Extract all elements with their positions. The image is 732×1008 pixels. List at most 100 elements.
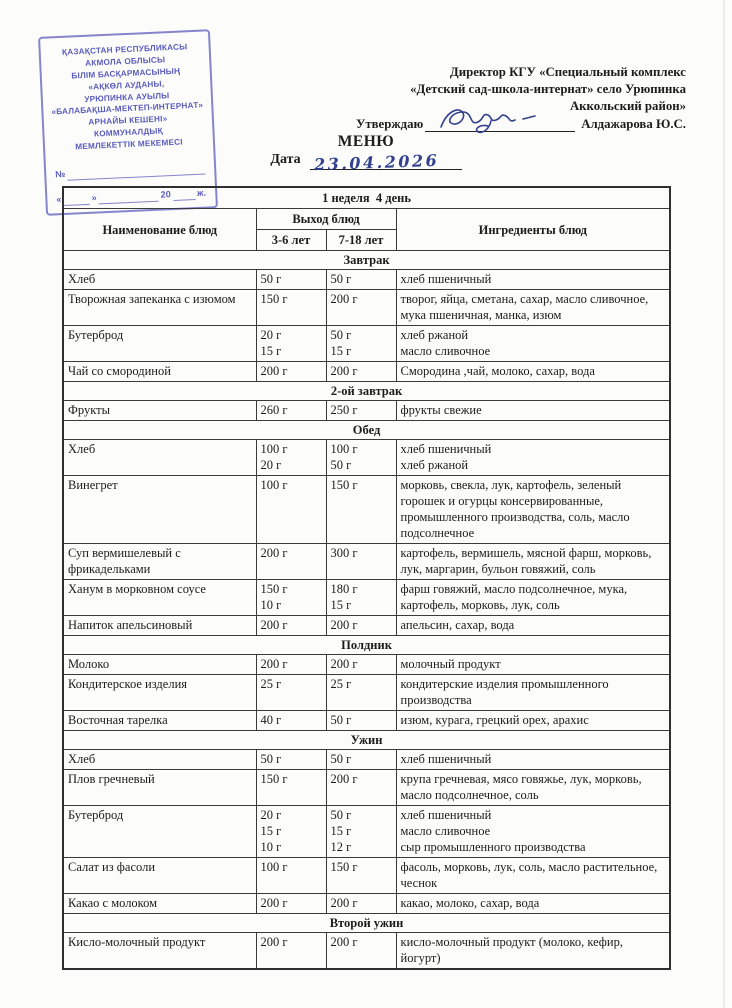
stamp-number-label: № [55,168,66,180]
ingredients-cell: фрукты свежие [395,400,671,421]
meal-section-title: Обед [62,420,671,440]
age-header-row: 3-6 лет 7-18 лет [63,229,670,251]
week-day-header-row: 1 неделя 4 день [62,186,671,209]
portion-3-6-cell: 20 г 15 г 10 г [255,805,327,858]
dish-name-cell: Кондитерское изделия [62,674,257,711]
dish-name-cell: Хлеб [62,749,257,770]
menu-row: Творожная запеканка с изюмом 150 г 200 г тв… [62,289,671,326]
column-header-row: Наименование блюд Выход блюд Ингредиенты… [62,208,671,251]
ingredients-cell: кисло-молочный продукт (молоко, кефир, й… [395,932,671,970]
dish-name-cell: Кисло-молочный продукт [62,932,257,970]
portion-7-18-cell: 180 г 15 г [325,579,397,616]
meal-section-row: Обед [62,420,671,440]
portion-3-6-cell: 200 г [255,543,327,580]
portion-7-18-cell: 200 г [325,615,397,636]
ingredients-cell: крупа гречневая, мясо говяжье, лук, морк… [395,769,671,806]
ingredients-cell: хлеб пшеничный [395,749,671,770]
menu-row: Хлеб 50 г 50 г хлеб пшеничный [62,749,671,770]
dish-name-cell: Какао с молоком [62,893,257,914]
portion-7-18-cell: 150 г [325,475,397,544]
portion-3-6-cell: 200 г [255,893,327,914]
dish-name-cell: Напиток апельсиновый [62,615,257,636]
ingredients-cell: апельсин, сахар, вода [395,615,671,636]
menu-row: Бутерброд 20 г 15 г 10 г 50 г 15 г 12 г хле… [62,805,671,858]
portion-7-18-cell: 250 г [325,400,397,421]
signature-line [425,108,576,133]
menu-row: Фрукты 260 г 250 г фрукты свежие [62,400,671,421]
approval-block: Директор КГУ «Специальный комплекс «Детс… [306,64,686,133]
menu-row: Кисло-молочный продукт 200 г 200 г кисло-мо… [62,932,671,970]
portion-7-18-cell: 25 г [325,674,397,711]
portion-3-6-cell: 200 г [255,361,327,382]
ingredients-cell: хлеб ржаной масло сливочное [395,325,671,362]
portion-3-6-cell: 150 г [255,769,327,806]
portion-3-6-cell: 260 г [255,400,327,421]
dish-name-cell: Хлеб [62,269,257,290]
meal-section-title: Полдник [62,635,671,655]
handwritten-signature [440,108,537,133]
portion-7-18-cell: 200 г [325,361,397,382]
dish-name-cell: Винегрет [62,475,257,544]
menu-row: Напиток апельсиновый 200 г 200 г апельсин, … [62,615,671,636]
column-header-ingredients: Ингредиенты блюд [395,208,671,251]
date-row: Дата 23.04.2026 [0,151,732,174]
meal-section-row: Ужин [62,730,671,750]
ingredients-cell: хлеб пшеничный хлеб ржаной [395,439,671,476]
meal-section-row: Завтрак [62,250,671,270]
dish-name-cell: Плов гречневый [62,769,257,806]
ingredients-cell: какао, молоко, сахар, вода [395,893,671,914]
portion-7-18-cell: 200 г [325,769,397,806]
dish-name-cell: Суп вермишелевый с фрикадельками [62,543,257,580]
portion-3-6-cell: 200 г [255,615,327,636]
portion-7-18-cell: 50 г 15 г 12 г [325,805,397,858]
portion-7-18-cell: 200 г [325,932,397,970]
ingredients-cell: фасоль, морковь, лук, соль, масло растит… [395,857,671,894]
portion-3-6-cell: 200 г [255,932,327,970]
menu-row: Кондитерское изделия 25 г 25 г кондитерские… [62,674,671,711]
menu-row: Салат из фасоли 100 г 150 г фасоль, морковь… [62,857,671,894]
approver-name: Алдажарова Ю.С. [581,116,686,131]
portion-7-18-cell: 100 г 50 г [325,439,397,476]
ingredients-cell: хлеб пшеничный [395,269,671,290]
portion-3-6-cell: 150 г [255,289,327,326]
menu-row: Молоко 200 г 200 г молочный продукт [62,654,671,675]
column-header-output: Выход блюд [255,208,397,230]
meal-section-title: 2-ой завтрак [62,381,671,401]
portion-3-6-cell: 150 г 10 г [255,579,327,616]
dish-name-cell: Восточная тарелка [62,710,257,731]
week-day-header: 1 неделя 4 день [62,186,671,209]
portion-3-6-cell: 20 г 15 г [255,325,327,362]
meal-section-title: Завтрак [62,250,671,270]
meal-section-title: Второй ужин [62,913,671,933]
portion-7-18-cell: 50 г [325,749,397,770]
ingredients-cell: творог, яйца, сметана, сахар, масло слив… [395,289,671,326]
dish-name-cell: Ханум в морковном соусе [62,579,257,616]
meal-section-row: 2-ой завтрак [62,381,671,401]
menu-row: Восточная тарелка 40 г 50 г изюм, курага, г… [62,710,671,731]
dish-name-cell: Молоко [62,654,257,675]
ingredients-cell: молочный продукт [395,654,671,675]
portion-7-18-cell: 200 г [325,893,397,914]
dish-name-cell: Фрукты [62,400,257,421]
approval-line: Аккольский район» [569,98,686,113]
ingredients-cell: Смородина ,чай, молоко, сахар, вода [395,361,671,382]
dish-name-cell: Бутерброд [62,325,257,362]
meal-section-row: Второй ужин [62,913,671,933]
page-title: МЕНЮ [337,133,395,150]
approval-line: «Детский сад-школа-интернат» село Урюпин… [410,81,686,96]
portion-7-18-cell: 150 г [325,857,397,894]
meal-section-row: Полдник [62,635,671,655]
portion-7-18-cell: 200 г [325,289,397,326]
menu-row: Винегрет 100 г 150 г морковь, свекла, лук, … [62,475,671,544]
ingredients-cell: фарш говяжий, масло подсолнечное, мука, … [395,579,671,616]
portion-3-6-cell: 100 г 20 г [255,439,327,476]
menu-row: Хлеб 100 г 20 г 100 г 50 г хлеб пшеничный х… [62,439,671,476]
dish-name-cell: Творожная запеканка с изюмом [62,289,257,326]
meal-section-title: Ужин [62,730,671,750]
dish-name-cell: Бутерброд [62,805,257,858]
menu-row: Какао с молоком 200 г 200 г какао, молоко, … [62,893,671,914]
column-header-dish-name: Наименование блюд [62,208,257,251]
menu-row: Бутерброд 20 г 15 г 50 г 15 г хлеб ржаной м… [62,325,671,362]
date-label: Дата [270,152,301,167]
ingredients-cell: хлеб пшеничный масло сливочное сыр промы… [395,805,671,858]
